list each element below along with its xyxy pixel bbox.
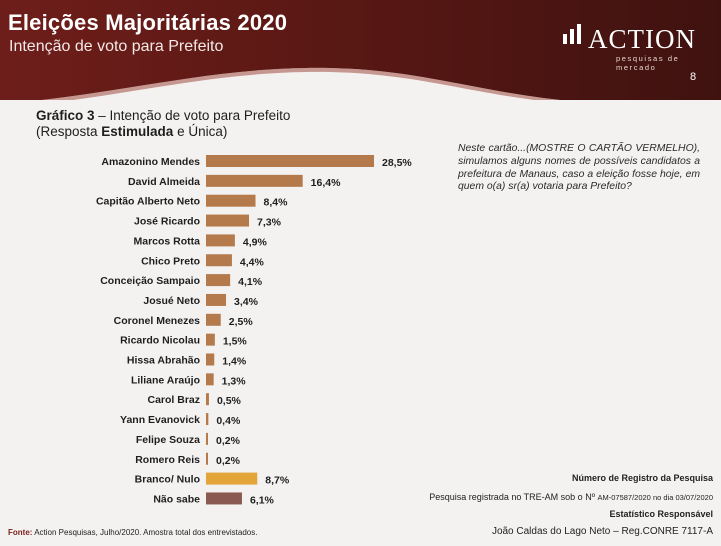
bar: [206, 274, 231, 287]
registration-heading: Número de Registro da Pesquisa: [571, 473, 713, 483]
value-label: 1,4%: [222, 356, 247, 368]
category-label: Ricardo Nicolau: [120, 335, 200, 347]
value-label: 7,3%: [257, 217, 282, 229]
category-label: Felipe Souza: [136, 434, 200, 446]
value-label: 0,5%: [217, 395, 242, 407]
category-label: Josué Neto: [143, 295, 200, 307]
bar: [206, 333, 215, 346]
value-label: 28,5%: [382, 157, 412, 169]
value-label: 1,5%: [223, 336, 248, 348]
category-label: Yann Evanovick: [120, 414, 200, 426]
bar-chart: Amazonino Mendes 28,5% David Almeida 16,4% C…: [96, 155, 412, 506]
logo-text: ACTION: [588, 24, 696, 54]
chart-subtitle-open: (Resposta: [36, 124, 102, 139]
bar: [206, 174, 303, 187]
bar: [206, 214, 250, 227]
value-label: 3,4%: [234, 296, 259, 308]
statistician-name: João Caldas do Lago Neto – Reg.CONRE 711…: [491, 526, 713, 537]
bar: [206, 432, 208, 445]
category-label: José Ricardo: [134, 216, 200, 228]
category-label: Branco/ Nulo: [135, 474, 200, 486]
bar: [206, 194, 256, 207]
bar: [206, 373, 214, 386]
bar: [206, 234, 235, 247]
bar: [206, 452, 208, 465]
category-label: David Almeida: [128, 176, 200, 188]
action-logo: ACTION pesquisas de mercado: [562, 24, 712, 72]
header-background: [0, 0, 721, 100]
value-label: 8,4%: [264, 197, 289, 209]
bar-chart-icon: [563, 24, 581, 44]
value-label: 6,1%: [250, 494, 275, 506]
value-label: 1,3%: [222, 375, 247, 387]
category-label: Capitão Alberto Neto: [96, 196, 200, 208]
logo-tagline: pesquisas de mercado: [616, 54, 680, 72]
chart-subtitle-close: e Única): [173, 124, 228, 139]
bar: [206, 492, 242, 505]
bar: [206, 472, 258, 485]
bar: [206, 254, 232, 267]
value-label: 2,5%: [229, 316, 254, 328]
category-label: Conceição Sampaio: [100, 275, 200, 287]
value-label: 4,9%: [243, 236, 268, 248]
chart-title: Gráfico 3 – Intenção de voto para Prefei…: [36, 108, 290, 140]
value-label: 16,4%: [311, 177, 341, 189]
category-label: Amazonino Mendes: [101, 156, 200, 168]
bar: [206, 313, 221, 326]
chart-subtitle-bold: Estimulada: [101, 124, 174, 139]
header-banner: Eleições Majoritárias 2020 Intenção de v…: [0, 0, 721, 100]
registration-text: Pesquisa registrada no TRE-AM sob o Nº A…: [429, 492, 713, 502]
source-note: Fonte: Action Pesquisas, Julho/2020. Amo…: [8, 528, 258, 537]
bar: [206, 413, 209, 426]
category-label: Chico Preto: [141, 255, 200, 267]
category-label: Marcos Rotta: [133, 235, 200, 247]
category-label: Hissa Abrahão: [127, 355, 200, 367]
category-label: Carol Braz: [147, 394, 200, 406]
bar: [206, 353, 215, 366]
value-label: 0,2%: [216, 455, 241, 467]
chart-number: Gráfico 3: [36, 108, 95, 123]
value-label: 0,4%: [216, 415, 241, 427]
bar: [206, 393, 209, 406]
category-label: Romero Reis: [135, 454, 200, 466]
page-title: Eleições Majoritárias 2020: [8, 10, 288, 35]
bar: [206, 293, 227, 306]
value-label: 8,7%: [265, 475, 290, 487]
category-label: Liliane Araújo: [131, 374, 200, 386]
page-subtitle: Intenção de voto para Prefeito: [9, 38, 224, 55]
bar: [206, 155, 374, 167]
value-label: 0,2%: [216, 435, 241, 447]
category-label: Não sabe: [153, 493, 200, 505]
chart-title-text: – Intenção de voto para Prefeito: [94, 108, 291, 123]
question-text: Neste cartão...(MOSTRE O CARTÃO VERMELHO…: [458, 143, 700, 193]
category-label: Coronel Menezes: [114, 315, 201, 327]
page-number: 8: [690, 71, 697, 83]
value-label: 4,1%: [238, 276, 263, 288]
statistician-heading: Estatístico Responsável: [609, 509, 713, 519]
value-label: 4,4%: [240, 256, 265, 268]
